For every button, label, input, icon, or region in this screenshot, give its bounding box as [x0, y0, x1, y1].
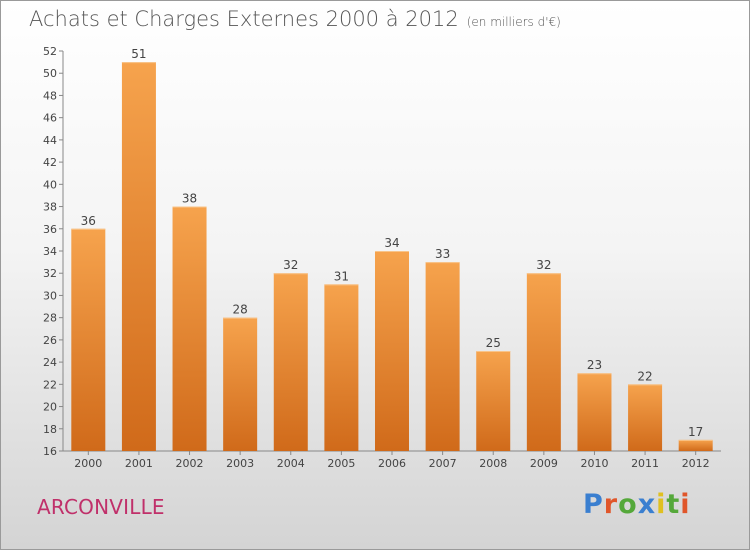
bar: [324, 284, 359, 451]
y-tick-label: 20: [43, 401, 57, 414]
bar-value-label: 36: [81, 214, 96, 228]
title-text: Achats et Charges Externes 2000 à 2012: [29, 7, 459, 31]
bar-value-label: 34: [384, 236, 399, 250]
y-tick-label: 46: [43, 112, 57, 125]
bar: [172, 206, 207, 451]
x-tick-label: 2006: [378, 457, 406, 470]
logo-letter: x: [637, 489, 657, 520]
bar-value-label: 22: [637, 369, 652, 383]
logo-letter: r: [603, 489, 619, 520]
bar-value-label: 32: [283, 258, 298, 272]
y-tick-label: 36: [43, 223, 57, 236]
x-tick-label: 2012: [682, 457, 710, 470]
x-tick-label: 2004: [277, 457, 305, 470]
bar-value-label: 32: [536, 258, 551, 272]
x-tick-label: 2000: [74, 457, 102, 470]
x-tick-label: 2005: [327, 457, 355, 470]
bar: [678, 439, 713, 451]
x-tick-label: 2008: [479, 457, 507, 470]
y-tick-label: 28: [43, 312, 57, 325]
bar: [121, 62, 156, 451]
y-tick-label: 16: [43, 445, 57, 458]
bar-value-label: 28: [233, 303, 248, 317]
bar-value-label: 25: [486, 336, 501, 350]
x-tick-label: 2009: [530, 457, 558, 470]
logo-letter: i: [680, 489, 691, 520]
y-tick-label: 40: [43, 178, 57, 191]
x-tick-label: 2001: [125, 457, 153, 470]
bar-value-label: 51: [131, 47, 146, 61]
y-tick-label: 50: [43, 67, 57, 80]
bar: [476, 351, 511, 451]
bar: [71, 228, 106, 451]
y-tick-label: 30: [43, 289, 57, 302]
bar: [375, 251, 409, 451]
x-tick-label: 2011: [631, 457, 659, 470]
logo-letter: P: [583, 489, 604, 520]
bar: [273, 273, 308, 451]
logo-letter: t: [666, 489, 681, 520]
y-tick-label: 26: [43, 334, 57, 347]
y-tick-label: 32: [43, 267, 57, 280]
logo-letter: o: [618, 489, 638, 520]
y-tick-label: 18: [43, 423, 57, 436]
x-tick-label: 2003: [226, 457, 254, 470]
y-tick-label: 24: [43, 356, 57, 369]
bar: [628, 384, 663, 451]
proxiti-logo: Proxiti: [583, 489, 691, 520]
bar-value-label: 33: [435, 247, 450, 261]
y-tick-label: 52: [43, 45, 57, 58]
y-tick-label: 34: [43, 245, 57, 258]
bar-value-label: 31: [334, 269, 349, 283]
y-tick-label: 38: [43, 201, 57, 214]
y-tick-label: 48: [43, 89, 57, 102]
bar-value-label: 17: [688, 425, 703, 439]
logo-letter: i: [656, 489, 667, 520]
bar-value-label: 23: [587, 358, 602, 372]
bar: [425, 262, 460, 451]
x-tick-label: 2010: [580, 457, 608, 470]
bar: [526, 273, 561, 451]
x-tick-label: 2007: [429, 457, 457, 470]
y-tick-label: 42: [43, 156, 57, 169]
bar: [223, 317, 258, 451]
chart-title: Achats et Charges Externes 2000 à 2012 (e…: [29, 7, 561, 31]
y-tick-label: 22: [43, 378, 57, 391]
bar-value-label: 38: [182, 192, 197, 206]
unit-label: (en milliers d'€): [466, 15, 561, 29]
commune-name: ARCONVILLE: [37, 495, 165, 519]
bar: [577, 373, 612, 451]
x-tick-label: 2002: [176, 457, 204, 470]
y-tick-label: 44: [43, 134, 57, 147]
